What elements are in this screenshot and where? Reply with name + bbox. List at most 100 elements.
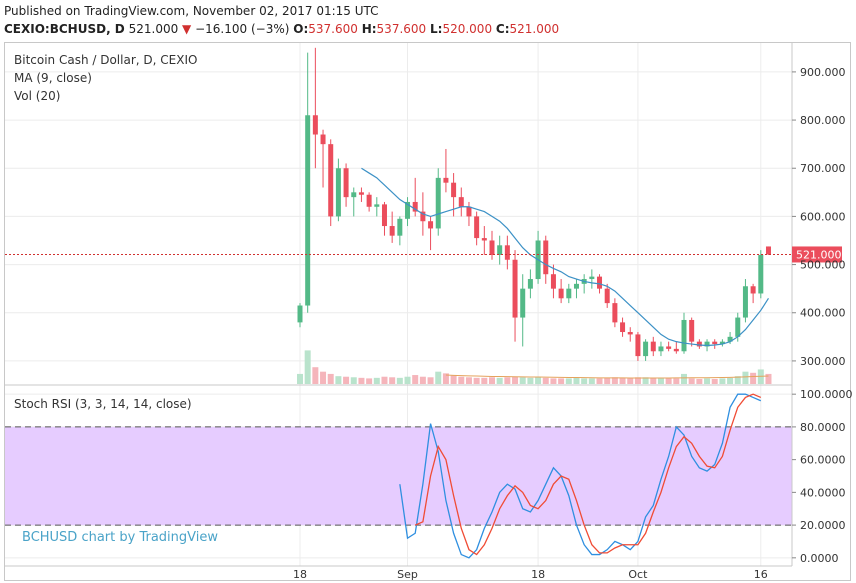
volume-bar xyxy=(496,377,503,384)
price-tick-label: 400.000 xyxy=(800,307,846,320)
candle-body xyxy=(742,286,748,318)
volume-bar xyxy=(565,378,572,384)
candle xyxy=(358,187,364,202)
volume-bar xyxy=(734,376,741,384)
candle-body xyxy=(297,305,303,323)
volume-bar xyxy=(458,376,465,384)
down-triangle-icon: ▼ xyxy=(182,22,192,36)
candle-body xyxy=(328,144,334,217)
candle-body xyxy=(597,276,603,289)
volume-bar xyxy=(465,377,472,384)
candle-body xyxy=(689,319,695,342)
candle xyxy=(627,327,633,342)
low-value: 520.000 xyxy=(442,22,493,36)
candle-body xyxy=(435,177,441,229)
close-label: C: xyxy=(495,22,510,36)
candle-body xyxy=(497,245,503,255)
candle xyxy=(512,250,518,342)
candle-body xyxy=(428,221,434,229)
candle-body xyxy=(481,238,487,241)
candle-body xyxy=(627,332,633,335)
candle-body xyxy=(520,288,526,318)
volume-bar xyxy=(519,377,526,384)
candle xyxy=(474,211,480,246)
volume-bar xyxy=(396,377,403,384)
candle xyxy=(742,279,748,323)
volume-bar xyxy=(765,373,772,384)
candle xyxy=(435,168,441,236)
candle-body xyxy=(673,348,679,352)
candle-body xyxy=(620,322,626,333)
price-tick-label: 600.000 xyxy=(800,210,846,223)
overbought-oversold-band xyxy=(5,426,792,526)
price-change: −16.100 (−3%) xyxy=(195,22,290,36)
candle xyxy=(343,163,349,207)
volume-bar xyxy=(588,378,595,384)
candle xyxy=(497,235,503,265)
candle xyxy=(312,47,318,169)
volume-bar xyxy=(343,376,350,384)
volume-bar xyxy=(504,377,511,384)
price-tick-label: 700.000 xyxy=(800,162,846,175)
candle-body xyxy=(443,177,449,183)
candle xyxy=(366,192,372,212)
candle xyxy=(504,235,510,270)
candle xyxy=(581,274,587,294)
candle-body xyxy=(643,341,649,357)
candle-body xyxy=(727,336,733,342)
candle-body xyxy=(458,197,464,207)
high-label: H: xyxy=(361,22,377,36)
candle xyxy=(681,312,687,354)
volume-bar xyxy=(542,377,549,384)
volume-bar xyxy=(442,373,449,384)
candle xyxy=(643,339,649,361)
volume-bar xyxy=(657,378,664,384)
volume-bar xyxy=(312,367,319,384)
candle xyxy=(466,201,472,227)
candle xyxy=(351,187,357,217)
candle xyxy=(566,283,572,304)
candle-body xyxy=(305,115,311,306)
candle-body xyxy=(320,134,326,145)
volume-bar xyxy=(719,378,726,384)
candle xyxy=(328,139,334,227)
volume-bar xyxy=(412,375,419,384)
candle xyxy=(297,303,303,328)
volume-bar xyxy=(604,377,611,384)
time-tick-label: 18 xyxy=(293,568,307,581)
open-label: O: xyxy=(293,22,309,36)
volume-bar xyxy=(389,377,396,384)
candle xyxy=(412,177,418,217)
candle-body xyxy=(412,201,418,212)
candle xyxy=(550,264,556,299)
candle-body xyxy=(397,218,403,236)
candle-body xyxy=(389,226,395,236)
ma-line xyxy=(361,167,769,347)
candle-body xyxy=(312,115,318,135)
price-tick-label: 500.000 xyxy=(800,259,846,272)
candle-body xyxy=(589,276,595,280)
volume-bar xyxy=(527,377,534,384)
candle-body xyxy=(335,168,341,217)
candle-body xyxy=(451,182,457,198)
published-text: Published on TradingView.com, November 0… xyxy=(4,4,379,18)
candle xyxy=(573,279,579,299)
candle-body xyxy=(750,286,756,294)
volume-bar xyxy=(688,378,695,384)
candle xyxy=(481,226,487,255)
candle-body xyxy=(681,319,687,352)
candle xyxy=(520,274,526,347)
volume-bar xyxy=(665,378,672,384)
volume-bar xyxy=(619,377,626,384)
candle xyxy=(689,317,695,347)
volume-bar xyxy=(634,377,641,384)
volume-bar xyxy=(373,377,380,384)
volume-bar xyxy=(427,377,434,384)
candle-body xyxy=(758,254,764,294)
low-label: L: xyxy=(430,22,443,36)
candle xyxy=(535,230,541,284)
candle-body xyxy=(405,201,411,219)
volume-bar xyxy=(650,378,657,384)
volume-bar xyxy=(573,377,580,384)
